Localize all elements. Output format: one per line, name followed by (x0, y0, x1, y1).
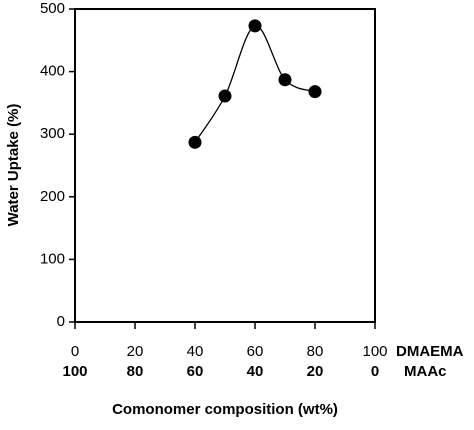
x-tick-label: 80 (307, 343, 324, 360)
y-tick-label: 200 (40, 188, 65, 205)
x2-tick-label: 20 (307, 363, 324, 380)
y-tick-label: 300 (40, 125, 65, 142)
x2-tick-label: 40 (247, 363, 264, 380)
x2-tick-label: 60 (187, 363, 204, 380)
x-row-name: DMAEMA (396, 343, 464, 360)
y-tick-label: 100 (40, 250, 65, 267)
data-point (248, 19, 262, 33)
x2-tick-label: 100 (62, 363, 87, 380)
fit-curve (194, 25, 316, 143)
y-tick-label: 400 (40, 63, 65, 80)
x2-tick-label: 0 (371, 363, 379, 380)
x2-tick-label: 80 (127, 363, 144, 380)
y-tick-label: 0 (57, 313, 65, 330)
x-tick-label: 100 (362, 343, 387, 360)
y-axis-label: Water Uptake (%) (5, 104, 22, 227)
x-tick-label: 40 (187, 343, 204, 360)
data-point (188, 135, 202, 149)
data-point (308, 85, 322, 99)
y-tick-label: 500 (40, 0, 65, 17)
x-axis-label: Comonomer composition (wt%) (112, 401, 338, 418)
data-point (278, 73, 292, 87)
x-tick-label: 0 (71, 343, 79, 360)
data-point (218, 89, 232, 103)
x2-row-name: MAAc (404, 363, 447, 380)
x-tick-label: 20 (127, 343, 144, 360)
x-tick-label: 60 (247, 343, 264, 360)
plot-frame (74, 8, 376, 323)
